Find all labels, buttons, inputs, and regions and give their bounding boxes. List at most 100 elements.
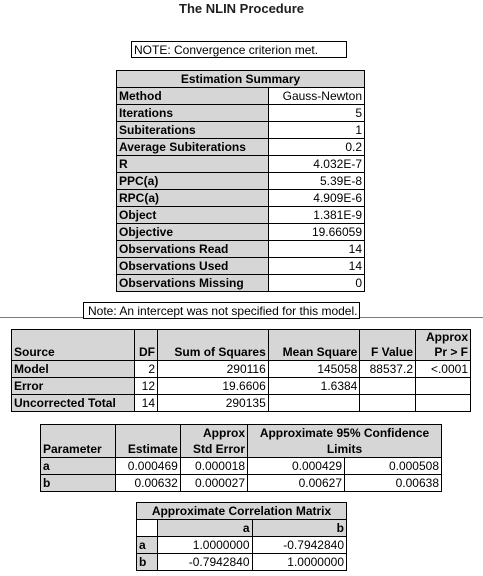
source-cell: Error xyxy=(11,377,135,395)
table-header-row: a b xyxy=(136,519,347,537)
table-header-row: Std Error Limits xyxy=(41,441,442,458)
lower-limit-cell: 0.000429 xyxy=(247,457,345,475)
source-cell: Uncorrected Total xyxy=(11,394,135,412)
col-header-ci-line2: Limits xyxy=(247,441,442,458)
se-cell: 0.000018 xyxy=(179,457,249,475)
table-header-row: Source DF Sum of Squares Mean Square F V… xyxy=(11,329,471,361)
estimate-cell: 0.00632 xyxy=(115,474,181,492)
table-header-row: Parameter Estimate Approx Approximate 95… xyxy=(40,424,442,458)
row-label: Method xyxy=(116,87,269,105)
col-header-source: Source xyxy=(11,329,135,361)
df-cell: 12 xyxy=(134,377,158,395)
row-label: R xyxy=(116,155,269,173)
row-header-a: a xyxy=(136,536,158,554)
row-value: 1 xyxy=(268,121,365,139)
row-value: Gauss-Newton xyxy=(268,87,365,105)
col-header-estimate: Estimate xyxy=(115,424,181,458)
correlation-matrix-title: Approximate Correlation Matrix xyxy=(136,502,347,520)
row-value: 0.2 xyxy=(268,138,365,156)
table-row: a 0.000469 0.000018 0.000429 0.000508 xyxy=(40,457,442,475)
row-label: Observations Read xyxy=(116,240,269,258)
table-row: Observations Read 14 xyxy=(116,240,365,258)
parameter-cell: b xyxy=(40,474,116,492)
estimation-summary-table: Estimation Summary Method Gauss-Newton I… xyxy=(116,70,365,292)
row-label: Average Subiterations xyxy=(116,138,269,156)
ss-cell: 290116 xyxy=(157,360,269,378)
p-cell xyxy=(415,394,471,412)
correlation-cell: 1.0000000 xyxy=(157,536,253,554)
ms-cell xyxy=(267,394,361,412)
table-row: R 4.032E-7 xyxy=(116,155,365,173)
corner-cell xyxy=(136,519,158,537)
f-cell xyxy=(359,394,416,412)
row-value: 5.39E-8 xyxy=(268,172,365,190)
table-row: a 1.0000000 -0.7942840 xyxy=(136,536,347,554)
row-label: Objective xyxy=(116,223,269,241)
table-row: Subiterations 1 xyxy=(116,121,365,139)
table-row: Observations Missing 0 xyxy=(116,274,365,292)
col-header-p-line1: Approx xyxy=(426,330,468,344)
ss-cell: 19.6606 xyxy=(157,377,269,395)
col-header-a: a xyxy=(157,519,253,537)
row-label: Observations Missing xyxy=(116,274,269,292)
estimation-summary-title: Estimation Summary xyxy=(116,70,365,88)
table-row: b -0.7942840 1.0000000 xyxy=(136,553,347,571)
col-header-p: Approx Pr > F xyxy=(415,329,471,361)
correlation-cell: -0.7942840 xyxy=(251,536,347,554)
row-value: 19.66059 xyxy=(268,223,365,241)
estimate-cell: 0.000469 xyxy=(115,457,181,475)
table-row: Objective 19.66059 xyxy=(116,223,365,241)
convergence-note: NOTE: Convergence criterion met. xyxy=(131,41,347,58)
row-value: 5 xyxy=(268,104,365,122)
row-value: 1.381E-9 xyxy=(268,206,365,224)
table-row: Uncorrected Total 14 290135 xyxy=(11,394,471,412)
source-cell: Model xyxy=(11,360,135,378)
col-header-parameter: Parameter xyxy=(40,424,116,458)
row-value: 4.032E-7 xyxy=(268,155,365,173)
ms-cell: 145058 xyxy=(267,360,361,378)
upper-limit-cell: 0.00638 xyxy=(344,474,442,492)
parameter-estimates-table: Parameter Estimate Approx Approximate 95… xyxy=(40,424,442,492)
table-row: Observations Used 14 xyxy=(116,257,365,275)
table-row: Error 12 19.6606 1.6384 xyxy=(11,377,471,395)
col-header-f: F Value xyxy=(359,329,416,361)
ms-cell: 1.6384 xyxy=(267,377,361,395)
col-header-p-line2: Pr > F xyxy=(434,345,468,359)
parameter-cell: a xyxy=(40,457,116,475)
row-label: Subiterations xyxy=(116,121,269,139)
row-label: RPC(a) xyxy=(116,189,269,207)
row-label: PPC(a) xyxy=(116,172,269,190)
table-row: Iterations 5 xyxy=(116,104,365,122)
row-label: Observations Used xyxy=(116,257,269,275)
procedure-title: The NLIN Procedure xyxy=(179,1,304,16)
row-value: 14 xyxy=(268,257,365,275)
row-value: 4.909E-6 xyxy=(268,189,365,207)
f-cell: 88537.2 xyxy=(359,360,416,378)
f-cell xyxy=(359,377,416,395)
col-header-ci-line1: Approximate 95% Confidence xyxy=(247,424,442,441)
table-row: b 0.00632 0.000027 0.00627 0.00638 xyxy=(40,474,442,492)
col-header-df: DF xyxy=(134,329,158,361)
row-value: 0 xyxy=(268,274,365,292)
ss-cell: 290135 xyxy=(157,394,269,412)
table-row: RPC(a) 4.909E-6 xyxy=(116,189,365,207)
correlation-matrix-table: Approximate Correlation Matrix a b a 1.0… xyxy=(136,502,347,571)
correlation-cell: -0.7942840 xyxy=(157,553,253,571)
df-cell: 2 xyxy=(134,360,158,378)
row-label: Object xyxy=(116,206,269,224)
col-header-ms: Mean Square xyxy=(267,329,361,361)
p-cell xyxy=(415,377,471,395)
col-header-b: b xyxy=(251,519,347,537)
col-header-se-line1: Approx xyxy=(179,424,249,441)
table-row: Model 2 290116 145058 88537.2 <.0001 xyxy=(11,360,471,378)
p-cell: <.0001 xyxy=(415,360,471,378)
upper-limit-cell: 0.000508 xyxy=(344,457,442,475)
row-label: Iterations xyxy=(116,104,269,122)
lower-limit-cell: 0.00627 xyxy=(247,474,345,492)
se-cell: 0.000027 xyxy=(179,474,249,492)
correlation-cell: 1.0000000 xyxy=(251,553,347,571)
row-value: 14 xyxy=(268,240,365,258)
col-header-se-line2: Std Error xyxy=(179,441,249,458)
anova-table: Source DF Sum of Squares Mean Square F V… xyxy=(11,329,471,412)
table-row: PPC(a) 5.39E-8 xyxy=(116,172,365,190)
